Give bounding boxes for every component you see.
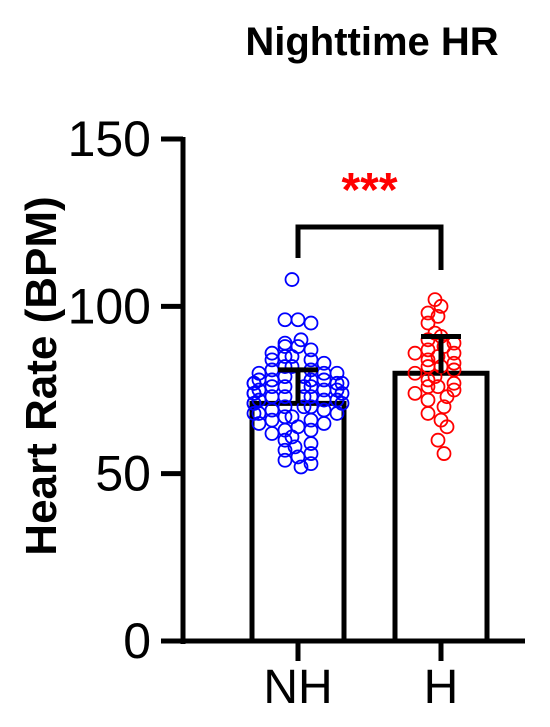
- data-point-h: [407, 365, 423, 381]
- data-point-nh: [284, 349, 300, 364]
- data-point-h: [427, 369, 443, 385]
- data-point-nh: [277, 312, 293, 328]
- data-point-h: [430, 308, 446, 324]
- data-point-nh: [293, 332, 309, 348]
- data-point-nh: [284, 429, 300, 445]
- data-point-nh: [290, 312, 306, 328]
- data-point-nh: [303, 456, 319, 472]
- y-axis-label: Heart Rate (BPM): [17, 196, 66, 555]
- data-point-h: [407, 345, 423, 361]
- data-point-h: [420, 352, 436, 368]
- data-point-nh: [277, 339, 293, 354]
- data-point-h: [439, 389, 455, 405]
- data-point-nh: [251, 416, 267, 431]
- data-point-h: [436, 446, 452, 461]
- data-point-nh: [296, 399, 312, 415]
- bar-h: [392, 370, 490, 644]
- data-point-h: [430, 432, 446, 448]
- x-tick-label: H: [424, 661, 459, 714]
- data-point-nh: [284, 359, 300, 374]
- plot-area: 0 50 100 150 NH H ***: [68, 111, 525, 714]
- data-point-nh: [303, 315, 319, 331]
- significance-bracket: [295, 224, 444, 270]
- data-point-nh: [287, 439, 303, 455]
- data-point-h: [420, 332, 436, 348]
- data-point-h: [433, 298, 449, 314]
- data-point-nh: [277, 442, 293, 458]
- data-point-nh: [329, 406, 345, 421]
- data-point-h: [439, 419, 455, 435]
- data-point-h: [430, 379, 446, 395]
- y-tick-label: 150: [68, 111, 151, 167]
- data-point-h: [407, 385, 423, 401]
- significance-label: ***: [341, 164, 397, 217]
- data-point-nh: [316, 355, 332, 371]
- data-point-nh: [277, 432, 293, 448]
- data-point-h: [420, 305, 436, 321]
- data-point-h: [446, 345, 462, 361]
- data-point-nh: [277, 452, 293, 468]
- data-point-nh: [284, 272, 300, 287]
- x-tick-label: NH: [263, 661, 332, 714]
- data-point-h: [420, 372, 436, 388]
- y-tick-label: 100: [68, 278, 151, 334]
- data-point-h: [436, 399, 452, 415]
- data-point-nh: [264, 426, 280, 441]
- data-point-h: [430, 349, 446, 364]
- data-point-h: [420, 315, 436, 331]
- y-tick-label: 50: [95, 446, 151, 502]
- data-point-nh: [303, 342, 319, 358]
- y-tick-label: 0: [123, 613, 151, 669]
- data-point-nh: [251, 406, 267, 421]
- data-point-h: [446, 375, 462, 391]
- data-point-h: [420, 406, 436, 421]
- data-point-nh: [264, 352, 280, 368]
- data-point-nh: [303, 436, 319, 451]
- chart-title: Nighttime HR: [245, 20, 498, 64]
- data-point-nh: [293, 459, 309, 475]
- data-point-nh: [316, 416, 332, 431]
